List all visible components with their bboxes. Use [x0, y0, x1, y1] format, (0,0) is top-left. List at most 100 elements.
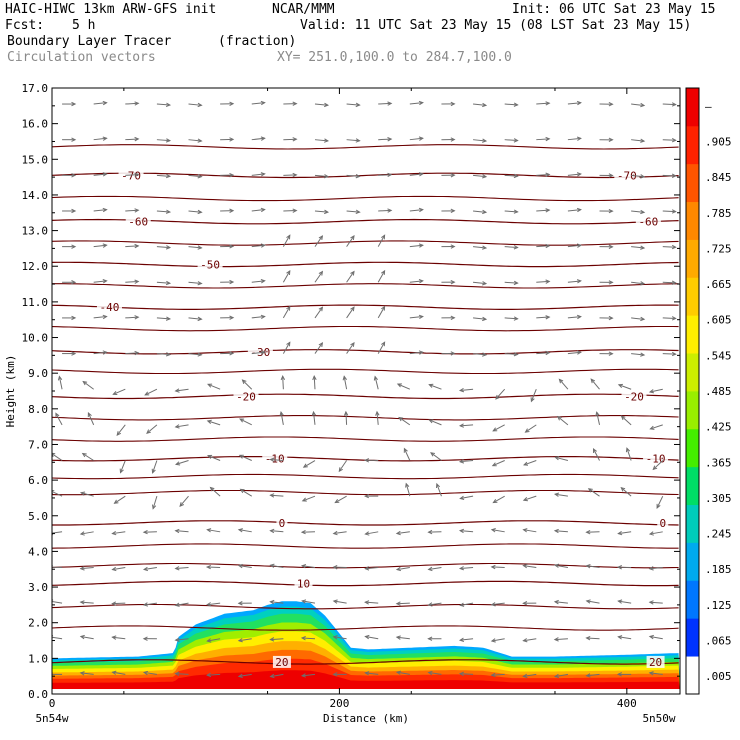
vector-head [671, 102, 677, 107]
vector-shaft [590, 378, 600, 390]
vector-head [640, 245, 646, 250]
vector-shaft [251, 209, 265, 212]
x-tick-label: 400 [617, 697, 637, 710]
vector-head [286, 270, 291, 276]
vector-head [197, 102, 203, 108]
vector-shaft [365, 636, 379, 640]
vector-shaft [251, 280, 265, 283]
temperature-contour-line [52, 659, 679, 665]
vector-head [640, 174, 646, 179]
vector-shaft [207, 529, 221, 533]
vector-head [482, 281, 488, 286]
vector-shaft [586, 637, 600, 640]
vector-head [640, 352, 646, 357]
vector-shaft [473, 317, 487, 320]
vector-head [165, 138, 172, 143]
colorbar-swatch [686, 391, 699, 430]
colorbar-label: .365 [705, 456, 732, 469]
vector-shaft [238, 673, 252, 677]
vector-head [300, 636, 306, 641]
vector-shaft [81, 492, 94, 497]
vector-head [482, 102, 488, 108]
vector-head [364, 531, 370, 536]
y-tick-label: 17.0 [22, 82, 49, 95]
vector-head [418, 314, 424, 320]
vector-head [142, 529, 148, 535]
vector-head [71, 208, 77, 214]
temperature-contour-line [52, 415, 679, 421]
vector-shaft [282, 270, 291, 283]
vector-head [490, 528, 496, 533]
vector-shaft [346, 306, 355, 319]
vector-head [237, 638, 243, 643]
vector-shaft [504, 353, 518, 355]
vector-head [576, 207, 582, 213]
temperature-contour-line [52, 325, 679, 332]
vector-shaft [175, 638, 189, 641]
x-right-endpoint: 5n50w [642, 712, 675, 725]
temperature-contour-line [52, 520, 679, 526]
vector-shaft [280, 411, 284, 425]
vector-shaft [403, 448, 411, 461]
vector-head [648, 531, 654, 536]
contour-label: -70 [617, 169, 637, 182]
vector-head [387, 101, 393, 106]
axes: 0.0 1.0 2.0 3.0 4.0 5.0 6.0 7.0 8.0 9.0 10.0 11.0 12… [4, 82, 680, 725]
vector-shaft [656, 495, 664, 509]
vector-head [608, 173, 614, 178]
vector-shaft [346, 235, 355, 247]
vector-shaft [175, 530, 189, 533]
colorbar-label: .545 [705, 349, 732, 362]
contour-label: -20 [236, 390, 256, 403]
y-tick-label: 7.0 [28, 438, 48, 451]
vector-head [279, 410, 284, 417]
vector-head [229, 351, 235, 356]
field1-name: Boundary Layer Tracer [7, 34, 172, 49]
x-left-endpoint: 5n54w [35, 712, 68, 725]
vector-shaft [314, 210, 328, 213]
vector-shaft [58, 376, 63, 390]
vector-head [436, 482, 441, 489]
vector-shaft [207, 383, 221, 390]
vector-head [608, 244, 614, 249]
vector-shaft [282, 306, 291, 319]
colorbar: – .905 .845 .785 .725 .665 .605 .545 .485 .425 .36… [685, 87, 732, 695]
vector-head [513, 245, 519, 250]
vector-head [373, 375, 378, 381]
vector-head [513, 102, 519, 107]
vector-head [269, 528, 275, 534]
vector-shaft [554, 493, 568, 497]
vector-shaft [343, 376, 348, 390]
vector-shaft [207, 602, 221, 606]
vector-head [55, 412, 60, 418]
temperature-contour-line [52, 473, 679, 480]
valid-time: Valid: 11 UTC Sat 23 May 15 (08 LST Sat … [300, 18, 692, 33]
vector-head [269, 563, 275, 568]
vector-head [427, 636, 433, 641]
vector-head [545, 350, 551, 356]
vector-shaft [333, 600, 347, 604]
vector-shaft [473, 281, 487, 285]
vector-head [381, 305, 386, 311]
vector-head [57, 375, 63, 381]
y-tick-label: 11.0 [22, 296, 49, 309]
vector-shaft [662, 246, 676, 248]
vector-shaft [460, 388, 474, 391]
temperature-contour-line [52, 195, 679, 202]
contour-label: -20 [624, 390, 644, 403]
contour-label: 0 [279, 517, 286, 530]
vector-shaft [146, 424, 158, 434]
vector-shaft [52, 531, 63, 534]
vector-head [260, 350, 266, 355]
vector-shaft [409, 244, 423, 248]
vector-shaft [378, 209, 392, 212]
vector-shaft [314, 139, 328, 142]
vector-head [671, 209, 677, 214]
vector-head [648, 600, 654, 605]
x-axis-title: Distance (km) [323, 712, 409, 725]
vector-shaft [491, 638, 505, 642]
vector-head [71, 280, 77, 285]
vector-shaft [631, 317, 645, 320]
vector-shaft [156, 317, 170, 320]
